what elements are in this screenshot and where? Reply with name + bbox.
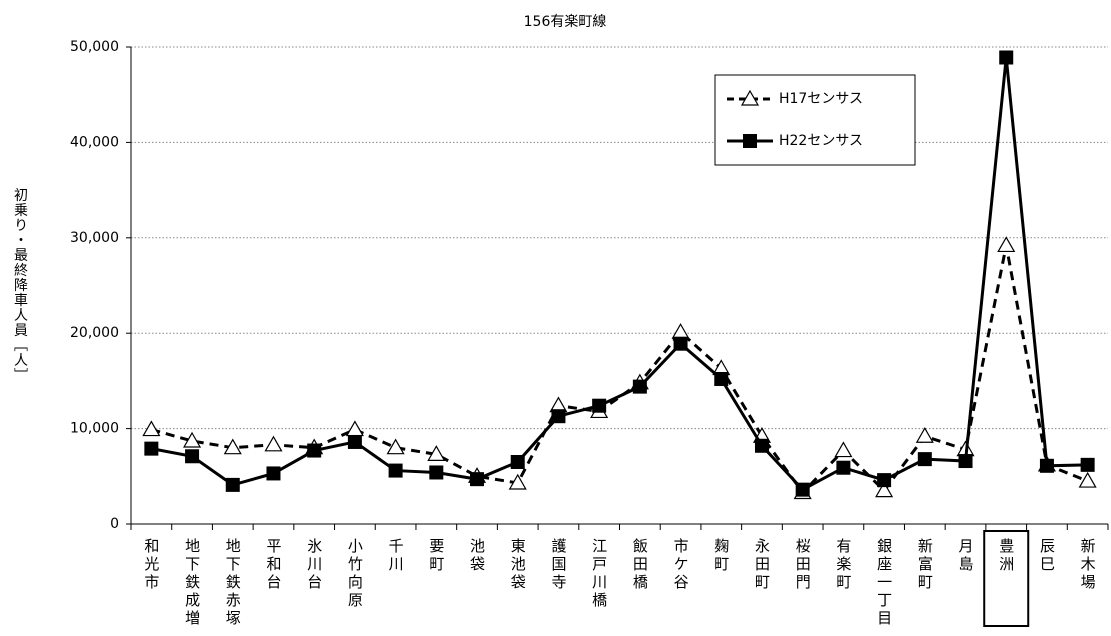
legend-box <box>714 74 916 166</box>
marker <box>834 441 853 458</box>
marker <box>144 441 159 456</box>
x-tick-label: 地下鉄成増 <box>183 538 201 628</box>
y-tick-label: 10,000 <box>70 421 119 437</box>
marker <box>875 481 894 498</box>
marker <box>347 434 362 449</box>
marker <box>1078 471 1097 488</box>
marker <box>592 398 607 413</box>
marker <box>225 477 240 492</box>
marker <box>185 449 200 464</box>
marker <box>740 89 760 106</box>
marker <box>836 460 851 475</box>
marker <box>999 50 1014 65</box>
marker <box>1080 457 1095 472</box>
marker <box>266 466 281 481</box>
y-tick-label: 20,000 <box>70 325 119 341</box>
marker <box>388 463 403 478</box>
marker <box>427 445 446 461</box>
y-tick-label: 30,000 <box>70 230 119 246</box>
marker <box>223 438 242 455</box>
marker <box>183 431 202 448</box>
x-tick-label: 氷川台 <box>305 538 323 592</box>
x-tick-label: 護国寺 <box>549 538 567 592</box>
marker <box>877 473 892 488</box>
x-tick-label: 要町 <box>427 538 445 574</box>
marker <box>795 482 810 497</box>
marker <box>307 443 322 458</box>
x-tick-label: 有楽町 <box>834 538 852 592</box>
marker <box>915 427 934 443</box>
marker <box>1039 458 1054 473</box>
series-line <box>151 57 1088 492</box>
x-tick-label: 新富町 <box>916 538 934 592</box>
marker <box>142 420 161 437</box>
y-axis-label: 初乗り・最終降車人員［人］ <box>12 187 28 383</box>
x-tick-label: 月島 <box>957 538 975 574</box>
legend-label: H17センサス <box>779 91 863 107</box>
x-tick-label: 豊洲 <box>997 538 1015 574</box>
y-tick-label: 0 <box>110 516 119 532</box>
marker <box>754 438 769 453</box>
x-tick-label: 永田町 <box>753 538 771 592</box>
marker <box>470 472 485 487</box>
legend-label: H22センサス <box>779 133 863 149</box>
x-tick-label: 江戸川橋 <box>590 538 608 610</box>
marker <box>386 438 405 455</box>
marker <box>714 371 729 386</box>
x-tick-label: 市ケ谷 <box>672 538 690 592</box>
x-tick-label: 千川 <box>387 538 405 574</box>
x-tick-label: 平和台 <box>264 538 282 592</box>
x-tick-label: 辰巳 <box>1038 538 1056 574</box>
marker <box>743 134 757 148</box>
y-tick-label: 50,000 <box>70 39 119 55</box>
x-tick-label: 銀座一丁目 <box>875 538 893 628</box>
marker <box>551 409 566 424</box>
marker <box>264 435 283 452</box>
highlight-box <box>983 530 1030 627</box>
marker <box>510 454 525 469</box>
series-line <box>150 245 1089 495</box>
marker <box>632 379 647 394</box>
chart-title: 156有楽町線 <box>524 14 607 30</box>
marker <box>958 454 973 469</box>
x-tick-label: 飯田橋 <box>631 538 649 592</box>
marker <box>997 236 1016 253</box>
x-tick-label: 桜田門 <box>794 538 812 592</box>
marker <box>429 465 444 480</box>
x-tick-label: 池袋 <box>468 538 486 574</box>
y-tick-label: 40,000 <box>70 134 119 150</box>
marker <box>673 336 688 351</box>
x-tick-label: 麹町 <box>712 537 730 574</box>
x-tick-label: 地下鉄赤塚 <box>224 538 242 628</box>
marker <box>917 452 932 467</box>
x-tick-label: 東池袋 <box>509 538 527 592</box>
x-tick-label: 小竹向原 <box>346 538 364 610</box>
x-tick-label: 和光市 <box>142 538 160 592</box>
marker <box>508 473 527 490</box>
marker <box>671 323 690 339</box>
x-tick-label: 新木場 <box>1079 538 1097 592</box>
